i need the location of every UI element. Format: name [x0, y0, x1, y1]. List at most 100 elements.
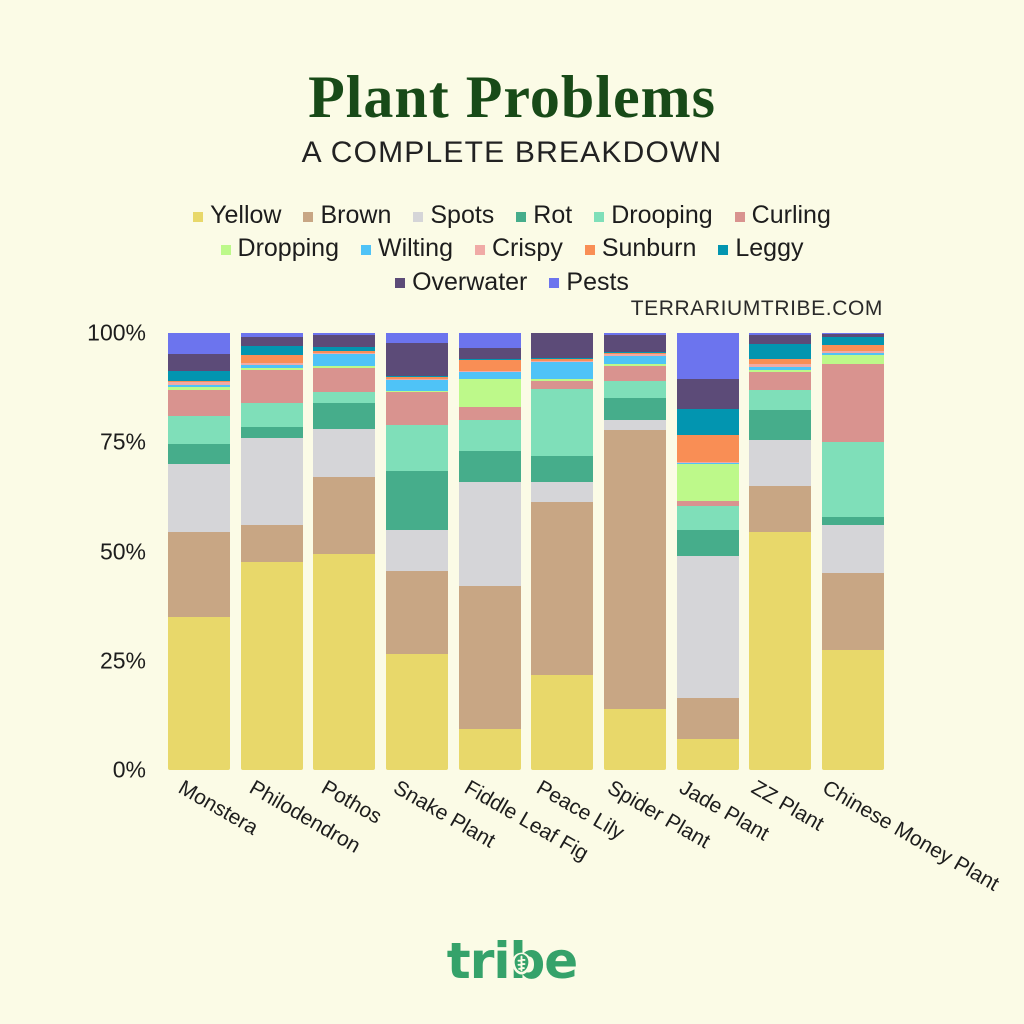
bar-segment-pests[interactable]: [821, 333, 884, 334]
bar-segment-crispy[interactable]: [385, 378, 448, 380]
bar-segment-leggy[interactable]: [168, 370, 230, 381]
bar-column-philodendron[interactable]: [240, 333, 303, 770]
bar-segment-dropping[interactable]: [676, 464, 739, 502]
bar-segment-crispy[interactable]: [531, 360, 594, 363]
bar-segment-curling[interactable]: [240, 370, 303, 403]
bar-segment-wilting[interactable]: [531, 362, 594, 380]
bar-column-spider-plant[interactable]: [603, 333, 666, 770]
bar-segment-dropping[interactable]: [821, 354, 884, 364]
bar-segment-rot[interactable]: [821, 516, 884, 526]
bar-segment-sunburn[interactable]: [240, 354, 303, 364]
bar-segment-crispy[interactable]: [603, 354, 666, 356]
bar-segment-crispy[interactable]: [313, 352, 376, 355]
bar-segment-drooping[interactable]: [240, 402, 303, 427]
bar-segment-rot[interactable]: [240, 426, 303, 438]
bar-segment-leggy[interactable]: [821, 336, 884, 346]
bar-segment-sunburn[interactable]: [313, 351, 376, 353]
bar-segment-drooping[interactable]: [603, 380, 666, 398]
bar-segment-wilting[interactable]: [821, 353, 884, 355]
bar-segment-drooping[interactable]: [676, 505, 739, 530]
bar-segment-drooping[interactable]: [168, 416, 230, 445]
legend-item-dropping[interactable]: Dropping: [220, 233, 339, 264]
bar-segment-curling[interactable]: [385, 392, 448, 425]
bar-segment-sunburn[interactable]: [603, 352, 666, 355]
bar-segment-curling[interactable]: [458, 407, 521, 421]
bar-segment-overwater[interactable]: [168, 353, 230, 371]
legend-item-drooping[interactable]: Drooping: [594, 200, 713, 231]
bar-segment-crispy[interactable]: [749, 364, 812, 368]
bar-segment-sunburn[interactable]: [821, 345, 884, 351]
bar-segment-yellow[interactable]: [531, 674, 594, 770]
bar-segment-spots[interactable]: [313, 429, 376, 478]
bar-column-monstera[interactable]: [168, 333, 230, 770]
bar-segment-dropping[interactable]: [458, 378, 521, 408]
bar-segment-yellow[interactable]: [458, 728, 521, 770]
bar-segment-rot[interactable]: [531, 456, 594, 483]
bar-segment-pests[interactable]: [168, 333, 230, 354]
legend-item-overwater[interactable]: Overwater: [395, 267, 527, 298]
bar-segment-spots[interactable]: [458, 481, 521, 587]
bar-segment-brown[interactable]: [821, 573, 884, 650]
bar-segment-rot[interactable]: [313, 402, 376, 430]
bar-segment-yellow[interactable]: [603, 709, 666, 770]
bar-segment-dropping[interactable]: [749, 369, 812, 373]
bar-segment-curling[interactable]: [749, 372, 812, 390]
bar-column-fiddle-leaf-fig[interactable]: [458, 333, 521, 770]
bar-segment-yellow[interactable]: [240, 562, 303, 770]
bar-segment-spots[interactable]: [821, 525, 884, 574]
bar-segment-brown[interactable]: [240, 525, 303, 563]
bar-column-chinese-money-plant[interactable]: [821, 333, 884, 770]
bar-segment-yellow[interactable]: [749, 531, 812, 770]
bar-segment-sunburn[interactable]: [531, 359, 594, 361]
bar-segment-pests[interactable]: [749, 333, 812, 335]
bar-segment-rot[interactable]: [676, 529, 739, 556]
bar-segment-rot[interactable]: [458, 451, 521, 482]
bar-segment-leggy[interactable]: [531, 358, 594, 360]
bar-segment-drooping[interactable]: [749, 389, 812, 410]
bar-segment-wilting[interactable]: [676, 462, 739, 465]
bar-segment-leggy[interactable]: [458, 358, 521, 361]
bar-segment-drooping[interactable]: [385, 424, 448, 471]
legend-item-wilting[interactable]: Wilting: [360, 233, 453, 264]
bar-segment-leggy[interactable]: [676, 409, 739, 436]
legend-item-spots[interactable]: Spots: [413, 200, 494, 231]
bar-segment-crispy[interactable]: [168, 382, 230, 385]
bar-segment-pests[interactable]: [240, 333, 303, 338]
bar-segment-rot[interactable]: [385, 470, 448, 530]
bar-segment-brown[interactable]: [531, 501, 594, 675]
bar-segment-spots[interactable]: [240, 437, 303, 526]
bar-segment-wilting[interactable]: [385, 379, 448, 391]
bar-segment-brown[interactable]: [749, 485, 812, 532]
bar-segment-overwater[interactable]: [531, 333, 594, 359]
bar-segment-dropping[interactable]: [603, 364, 666, 366]
bar-segment-sunburn[interactable]: [458, 360, 521, 372]
bar-segment-brown[interactable]: [603, 430, 666, 710]
bar-segment-leggy[interactable]: [240, 345, 303, 355]
bar-segment-rot[interactable]: [749, 409, 812, 441]
bar-segment-spots[interactable]: [385, 529, 448, 572]
bar-segment-drooping[interactable]: [821, 442, 884, 517]
bar-segment-pests[interactable]: [676, 333, 739, 379]
bar-column-peace-lily[interactable]: [531, 333, 594, 770]
bar-column-jade-plant[interactable]: [676, 333, 739, 770]
bar-segment-pests[interactable]: [385, 333, 448, 344]
bar-column-pothos[interactable]: [313, 333, 376, 770]
bar-segment-brown[interactable]: [168, 531, 230, 618]
bar-segment-crispy[interactable]: [240, 363, 303, 366]
bar-segment-overwater[interactable]: [458, 347, 521, 359]
bar-segment-curling[interactable]: [313, 367, 376, 393]
bar-segment-leggy[interactable]: [313, 347, 376, 352]
bar-segment-crispy[interactable]: [458, 371, 521, 373]
bar-segment-wilting[interactable]: [240, 365, 303, 369]
bar-segment-curling[interactable]: [603, 365, 666, 381]
bar-segment-dropping[interactable]: [240, 368, 303, 371]
bar-segment-pests[interactable]: [313, 333, 376, 335]
bar-segment-overwater[interactable]: [240, 337, 303, 346]
bar-segment-spots[interactable]: [749, 440, 812, 486]
bar-segment-sunburn[interactable]: [385, 377, 448, 379]
bar-segment-overwater[interactable]: [821, 333, 884, 337]
bar-segment-sunburn[interactable]: [676, 435, 739, 462]
bar-segment-brown[interactable]: [676, 697, 739, 740]
legend-item-rot[interactable]: Rot: [516, 200, 572, 231]
bar-segment-wilting[interactable]: [313, 354, 376, 367]
